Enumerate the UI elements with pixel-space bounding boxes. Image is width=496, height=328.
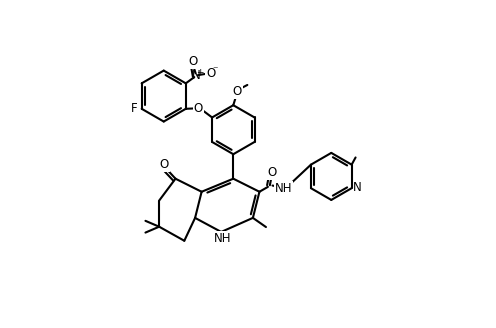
Text: NH: NH xyxy=(214,232,232,245)
Text: O: O xyxy=(188,55,197,68)
Text: O: O xyxy=(233,85,242,98)
Text: NH: NH xyxy=(275,182,292,195)
Text: ⁻: ⁻ xyxy=(212,65,218,75)
Text: O: O xyxy=(193,102,203,115)
Text: O: O xyxy=(206,67,216,80)
Text: O: O xyxy=(159,158,169,171)
Text: F: F xyxy=(131,102,138,115)
Text: N: N xyxy=(353,181,362,195)
Text: O: O xyxy=(267,166,276,179)
Text: +: + xyxy=(196,68,204,77)
Text: N: N xyxy=(191,69,200,82)
